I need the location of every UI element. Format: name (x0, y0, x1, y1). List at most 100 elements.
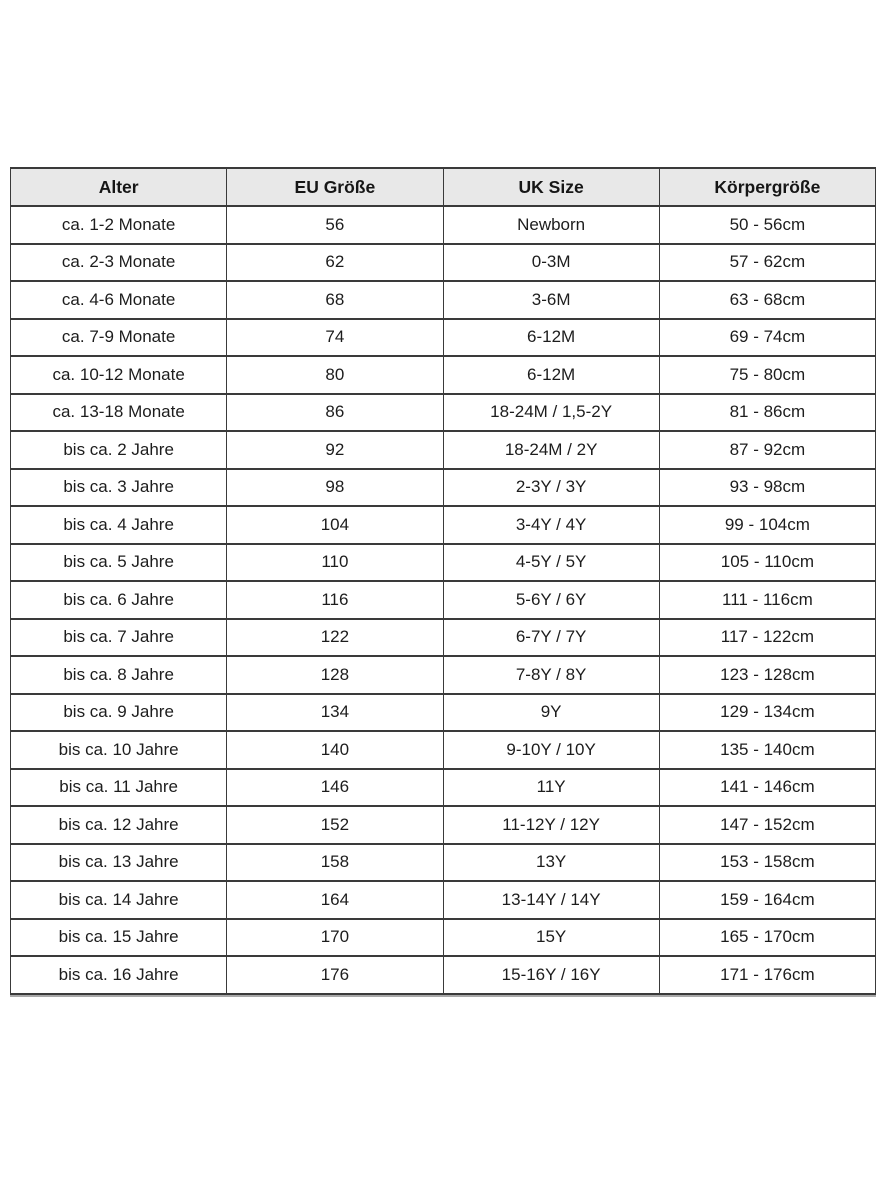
cell-eu-size: 62 (226, 242, 444, 282)
cell-eu-size: 68 (226, 280, 444, 320)
cell-age: bis ca. 16 Jahre (9, 955, 228, 995)
cell-uk-size: 15-16Y / 16Y (442, 955, 660, 995)
cell-body-height: 123 - 128cm (658, 655, 877, 695)
cell-eu-size: 170 (226, 917, 444, 957)
table-row: bis ca. 5 Jahre 110 4-5Y / 5Y 105 - 110c… (9, 542, 877, 582)
size-chart-table: Alter EU Größe UK Size Körpergröße ca. 1… (9, 167, 877, 995)
cell-age: ca. 4-6 Monate (9, 280, 228, 320)
cell-eu-size: 86 (226, 392, 444, 432)
cell-eu-size: 104 (226, 505, 444, 545)
cell-body-height: 81 - 86cm (658, 392, 877, 432)
cell-age: bis ca. 5 Jahre (9, 542, 228, 582)
header-body-height: Körpergröße (658, 167, 877, 207)
header-age: Alter (9, 167, 228, 207)
cell-uk-size: 7-8Y / 8Y (442, 655, 660, 695)
cell-body-height: 69 - 74cm (658, 317, 877, 357)
table-row: ca. 7-9 Monate 74 6-12M 69 - 74cm (9, 317, 877, 357)
cell-age: bis ca. 4 Jahre (9, 505, 228, 545)
cell-uk-size: Newborn (442, 205, 660, 245)
cell-body-height: 159 - 164cm (658, 880, 877, 920)
cell-age: bis ca. 13 Jahre (9, 842, 228, 882)
cell-age: bis ca. 3 Jahre (9, 467, 228, 507)
cell-age: bis ca. 2 Jahre (9, 430, 228, 470)
cell-uk-size: 15Y (442, 917, 660, 957)
table-row: ca. 2-3 Monate 62 0-3M 57 - 62cm (9, 242, 877, 282)
cell-eu-size: 116 (226, 580, 444, 620)
cell-body-height: 93 - 98cm (658, 467, 877, 507)
table-row: bis ca. 4 Jahre 104 3-4Y / 4Y 99 - 104cm (9, 505, 877, 545)
table-row: ca. 10-12 Monate 80 6-12M 75 - 80cm (9, 355, 877, 395)
header-eu-size: EU Größe (226, 167, 444, 207)
cell-uk-size: 18-24M / 1,5-2Y (442, 392, 660, 432)
cell-uk-size: 9Y (442, 692, 660, 732)
cell-body-height: 111 - 116cm (658, 580, 877, 620)
cell-uk-size: 13-14Y / 14Y (442, 880, 660, 920)
table-row: bis ca. 15 Jahre 170 15Y 165 - 170cm (9, 917, 877, 957)
table-row: ca. 4-6 Monate 68 3-6M 63 - 68cm (9, 280, 877, 320)
cell-uk-size: 3-4Y / 4Y (442, 505, 660, 545)
cell-eu-size: 98 (226, 467, 444, 507)
cell-eu-size: 152 (226, 805, 444, 845)
cell-eu-size: 146 (226, 767, 444, 807)
cell-body-height: 63 - 68cm (658, 280, 877, 320)
cell-uk-size: 0-3M (442, 242, 660, 282)
table-row: bis ca. 13 Jahre 158 13Y 153 - 158cm (9, 842, 877, 882)
cell-uk-size: 9-10Y / 10Y (442, 730, 660, 770)
header-row: Alter EU Größe UK Size Körpergröße (9, 167, 877, 207)
cell-uk-size: 5-6Y / 6Y (442, 580, 660, 620)
cell-eu-size: 158 (226, 842, 444, 882)
cell-age: bis ca. 9 Jahre (9, 692, 228, 732)
cell-age: ca. 1-2 Monate (9, 205, 228, 245)
cell-age: ca. 13-18 Monate (9, 392, 228, 432)
cell-eu-size: 122 (226, 617, 444, 657)
table-row: bis ca. 9 Jahre 134 9Y 129 - 134cm (9, 692, 877, 732)
cell-age: bis ca. 12 Jahre (9, 805, 228, 845)
table-row: bis ca. 3 Jahre 98 2-3Y / 3Y 93 - 98cm (9, 467, 877, 507)
cell-age: bis ca. 10 Jahre (9, 730, 228, 770)
cell-body-height: 129 - 134cm (658, 692, 877, 732)
cell-body-height: 57 - 62cm (658, 242, 877, 282)
table-row: bis ca. 16 Jahre 176 15-16Y / 16Y 171 - … (9, 955, 877, 995)
cell-body-height: 135 - 140cm (658, 730, 877, 770)
size-chart-header: Alter EU Größe UK Size Körpergröße (9, 167, 877, 207)
cell-uk-size: 11-12Y / 12Y (442, 805, 660, 845)
cell-age: ca. 7-9 Monate (9, 317, 228, 357)
cell-eu-size: 92 (226, 430, 444, 470)
table-row: ca. 1-2 Monate 56 Newborn 50 - 56cm (9, 205, 877, 245)
cell-body-height: 50 - 56cm (658, 205, 877, 245)
cell-body-height: 171 - 176cm (658, 955, 877, 995)
cell-eu-size: 164 (226, 880, 444, 920)
cell-uk-size: 4-5Y / 5Y (442, 542, 660, 582)
table-row: ca. 13-18 Monate 86 18-24M / 1,5-2Y 81 -… (9, 392, 877, 432)
size-chart-body: ca. 1-2 Monate 56 Newborn 50 - 56cm ca. … (9, 205, 877, 995)
cell-eu-size: 140 (226, 730, 444, 770)
cell-uk-size: 6-12M (442, 317, 660, 357)
table-row: bis ca. 14 Jahre 164 13-14Y / 14Y 159 - … (9, 880, 877, 920)
cell-age: bis ca. 8 Jahre (9, 655, 228, 695)
table-row: bis ca. 10 Jahre 140 9-10Y / 10Y 135 - 1… (9, 730, 877, 770)
header-uk-size: UK Size (442, 167, 660, 207)
cell-eu-size: 110 (226, 542, 444, 582)
cell-eu-size: 80 (226, 355, 444, 395)
cell-body-height: 87 - 92cm (658, 430, 877, 470)
cell-body-height: 99 - 104cm (658, 505, 877, 545)
cell-uk-size: 18-24M / 2Y (442, 430, 660, 470)
table-row: bis ca. 11 Jahre 146 11Y 141 - 146cm (9, 767, 877, 807)
size-chart-container: Alter EU Größe UK Size Körpergröße ca. 1… (9, 167, 877, 995)
cell-eu-size: 176 (226, 955, 444, 995)
cell-age: bis ca. 15 Jahre (9, 917, 228, 957)
cell-age: ca. 2-3 Monate (9, 242, 228, 282)
table-row: bis ca. 7 Jahre 122 6-7Y / 7Y 117 - 122c… (9, 617, 877, 657)
cell-uk-size: 13Y (442, 842, 660, 882)
cell-uk-size: 6-7Y / 7Y (442, 617, 660, 657)
cell-uk-size: 2-3Y / 3Y (442, 467, 660, 507)
cell-eu-size: 56 (226, 205, 444, 245)
cell-body-height: 165 - 170cm (658, 917, 877, 957)
cell-body-height: 147 - 152cm (658, 805, 877, 845)
cell-uk-size: 11Y (442, 767, 660, 807)
cell-age: bis ca. 14 Jahre (9, 880, 228, 920)
table-row: bis ca. 2 Jahre 92 18-24M / 2Y 87 - 92cm (9, 430, 877, 470)
cell-age: bis ca. 7 Jahre (9, 617, 228, 657)
table-row: bis ca. 8 Jahre 128 7-8Y / 8Y 123 - 128c… (9, 655, 877, 695)
